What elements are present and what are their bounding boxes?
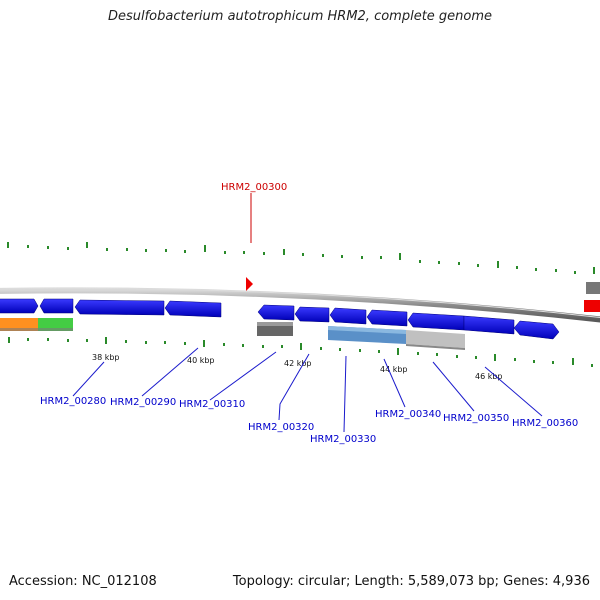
gene-feature-orange[interactable]	[0, 318, 38, 331]
gene-marker-hrm2-00300[interactable]	[246, 277, 253, 291]
scale-label-40: 40 kbp	[187, 356, 215, 365]
gene-arrows-right	[257, 304, 560, 340]
gene-arrow[interactable]	[513, 320, 560, 340]
gene-label-hrm2-00330[interactable]: HRM2_00330	[310, 434, 376, 445]
gene-arrow[interactable]	[257, 304, 295, 321]
gene-arrow[interactable]	[294, 306, 330, 323]
accession-text: Accession: NC_012108	[9, 574, 157, 589]
genome-backbone	[0, 287, 600, 323]
gene-label-hrm2-00290[interactable]: HRM2_00290	[110, 397, 176, 408]
gene-feature-light-gray[interactable]	[406, 330, 465, 348]
gene-label-hrm2-00340[interactable]: HRM2_00340	[375, 409, 441, 420]
scale-label-38: 38 kbp	[92, 353, 120, 362]
gene-arrow[interactable]	[0, 298, 39, 314]
gene-label-hrm2-00300[interactable]: HRM2_00300	[221, 182, 287, 193]
gene-arrow[interactable]	[39, 298, 74, 314]
tick-row-upper	[7, 242, 595, 274]
scale-label-42: 42 kbp	[284, 359, 312, 368]
tick-row-lower	[8, 337, 593, 367]
scale-label-46: 46 kbp	[475, 372, 503, 381]
genome-title: Desulfobacterium autotrophicum HRM2, com…	[107, 9, 493, 24]
gene-arrow[interactable]	[329, 307, 367, 325]
gene-feature-green[interactable]	[38, 318, 73, 331]
gene-feature-gray-edge[interactable]	[586, 282, 600, 294]
gene-arrow[interactable]	[463, 315, 515, 335]
gene-arrow[interactable]	[74, 299, 165, 316]
leader-lines	[72, 193, 543, 433]
gene-label-hrm2-00280[interactable]: HRM2_00280	[40, 396, 106, 407]
gene-arrows-left	[0, 298, 222, 318]
gene-arrow[interactable]	[164, 300, 222, 318]
gene-arrow[interactable]	[407, 312, 465, 331]
scale-label-44: 44 kbp	[380, 365, 408, 374]
genome-summary-text: Topology: circular; Length: 5,589,073 bp…	[232, 574, 590, 589]
gene-label-hrm2-00320[interactable]: HRM2_00320	[248, 422, 314, 433]
gene-label-hrm2-00360[interactable]: HRM2_00360	[512, 418, 578, 429]
gene-label-hrm2-00350[interactable]: HRM2_00350	[443, 413, 509, 424]
gene-label-hrm2-00310[interactable]: HRM2_00310	[179, 399, 245, 410]
gene-feature-red-edge[interactable]	[584, 300, 600, 312]
gene-arrow[interactable]	[366, 309, 408, 327]
